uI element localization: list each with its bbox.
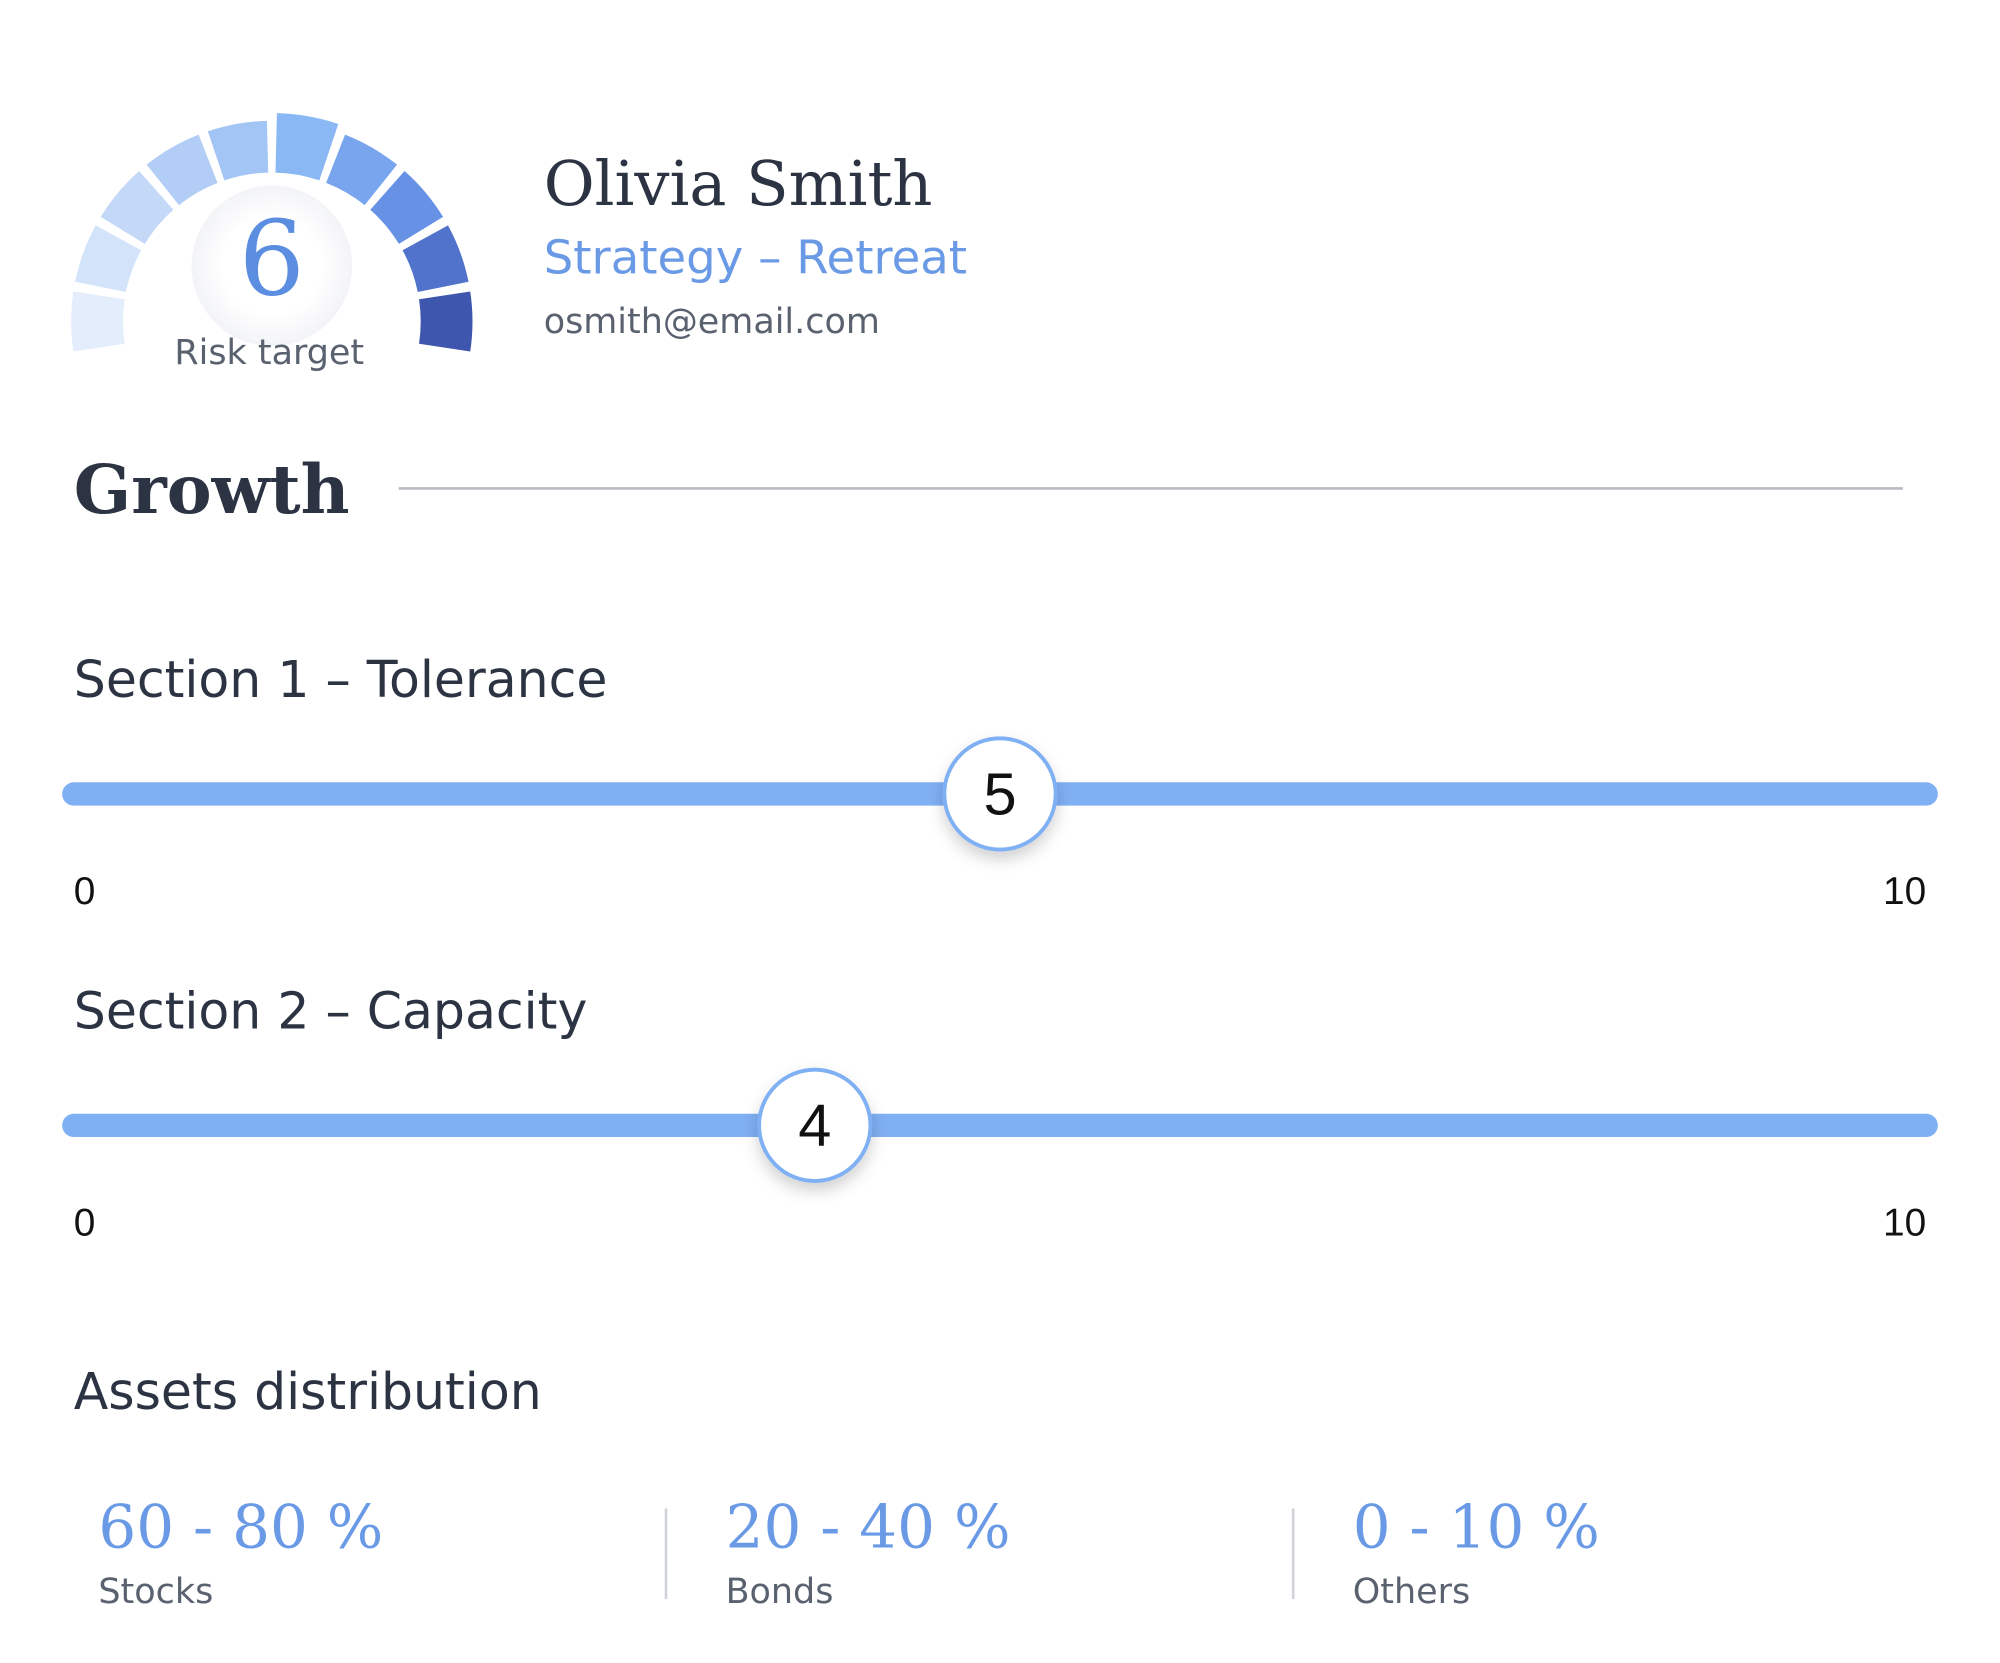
assets-title: Assets distribution [74,1362,542,1421]
gauge-segment [146,134,218,206]
profile-strategy: Strategy – Retreat [544,231,967,285]
gauge-segment [100,170,174,244]
slider-title: Section 2 – Capacity [74,981,588,1040]
slider-value: 5 [983,761,1016,828]
gauge-segment [419,291,473,352]
asset-range: 0 - 10 % [1353,1493,1600,1562]
gauge-segment [275,113,339,181]
gauge-center [191,185,353,347]
gauge-segment [71,291,125,352]
asset-label: Bonds [726,1572,834,1612]
gauge-segment [207,120,269,181]
gauge-value: 6 [239,199,305,319]
assets: 60 - 80 % Stocks 20 - 40 % Bonds 0 - 10 % Oth… [98,1493,1599,1612]
gauge-segment [75,225,142,293]
gauge-segment [402,225,469,293]
slider-max: 10 [1883,870,1926,913]
slider-min: 0 [74,1201,96,1244]
section-heading: Growth [74,450,350,529]
slider-value: 4 [798,1092,831,1159]
profile-name: Olivia Smith [544,147,933,220]
slider-min: 0 [74,870,96,913]
slider-thumb [757,1067,873,1183]
gauge-label: Risk target [174,333,364,373]
slider-max: 10 [1883,1201,1926,1244]
profile-email: osmith@email.com [544,302,880,342]
gauge-segment [326,134,398,206]
gauge [71,113,473,352]
asset-label: Stocks [98,1572,213,1612]
asset-range: 60 - 80 % [98,1493,383,1562]
slider-title: Section 1 – Tolerance [74,650,608,709]
asset-range: 20 - 40 % [726,1493,1011,1562]
sliders: Section 1 – Tolerance 5 0 10 Section 2 – Cap… [62,650,1938,1244]
gauge-segment [370,170,444,244]
slider-thumb [942,736,1058,852]
asset-label: Others [1353,1572,1470,1612]
